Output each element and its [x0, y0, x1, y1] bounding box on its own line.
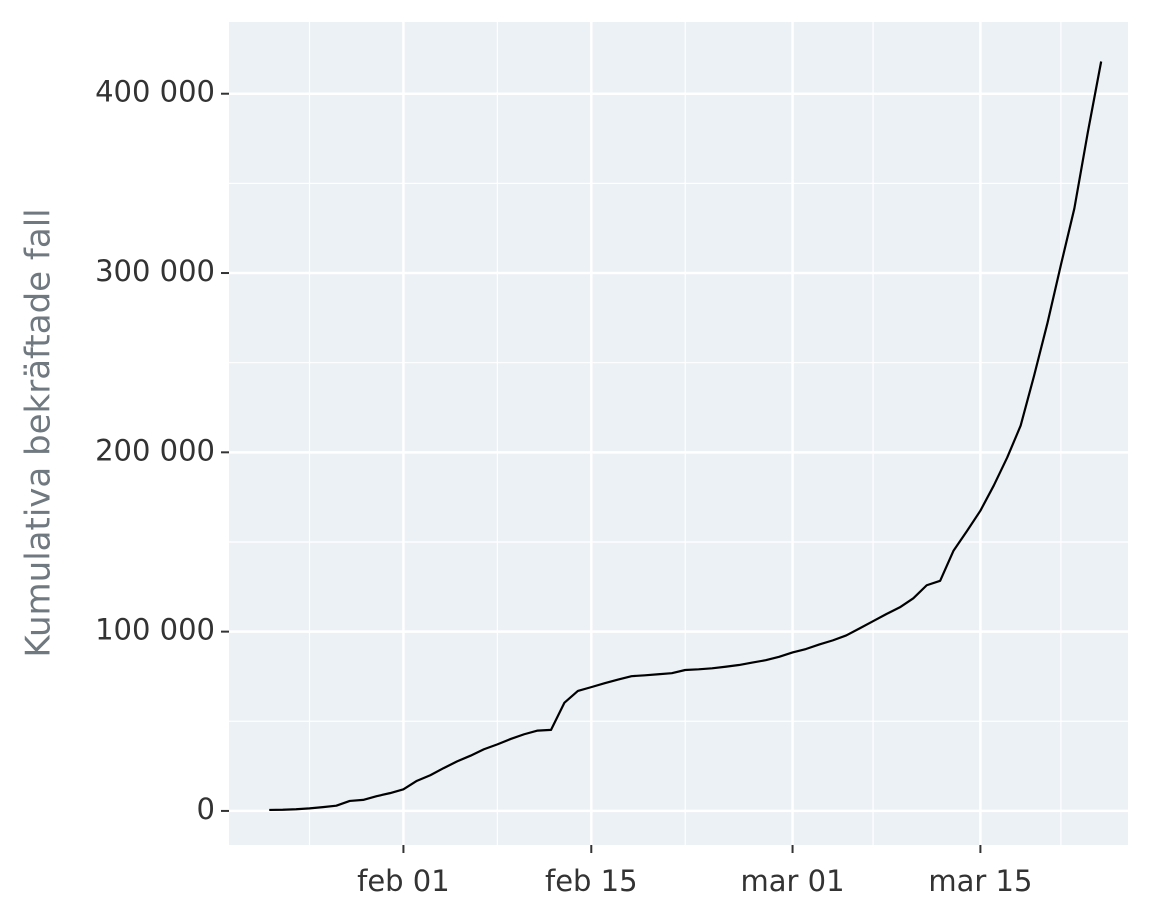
- x-tick-label: mar 01: [741, 864, 845, 898]
- y-axis-title: Kumulativa bekräftade fall: [19, 208, 59, 657]
- y-tick-label: 200 000: [95, 433, 215, 467]
- y-tick-label: 0: [197, 792, 215, 826]
- y-tick-label: 100 000: [95, 613, 215, 647]
- x-tick-label: mar 15: [928, 864, 1032, 898]
- x-tick-label: feb 01: [357, 864, 450, 898]
- y-tick-label: 400 000: [95, 75, 215, 109]
- plot-panel: [229, 22, 1128, 845]
- x-tick-label: feb 15: [545, 864, 638, 898]
- y-tick-label: 300 000: [95, 254, 215, 288]
- data-line: [269, 61, 1103, 812]
